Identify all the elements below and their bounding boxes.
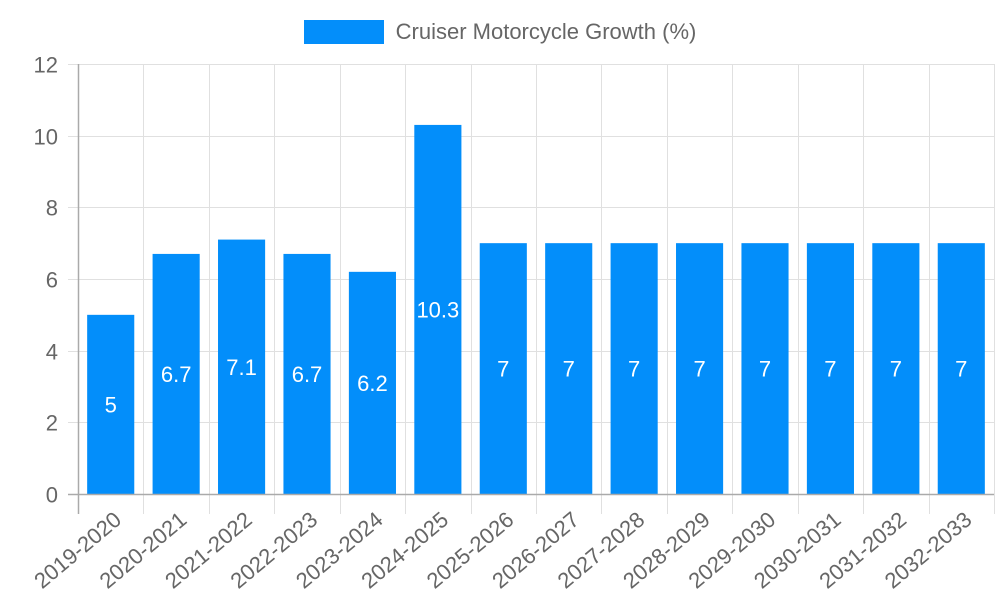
bar[interactable] xyxy=(741,243,789,494)
x-axis-ticks: 2019-20202020-20212021-20222022-20232023… xyxy=(29,507,976,594)
y-tick-label: 12 xyxy=(34,53,58,78)
y-tick-label: 6 xyxy=(46,268,58,293)
axes xyxy=(68,64,994,514)
bar[interactable] xyxy=(87,314,135,494)
bar-value-label: 7 xyxy=(955,357,967,382)
bar-value-label: 7 xyxy=(890,357,902,382)
y-tick-label: 0 xyxy=(46,483,58,508)
bar-value-label: 5 xyxy=(105,392,117,417)
chart-legend: Cruiser Motorcycle Growth (%) xyxy=(0,19,1000,45)
legend-label: Cruiser Motorcycle Growth (%) xyxy=(395,19,697,44)
bar-value-label: 7 xyxy=(563,357,575,382)
bar[interactable] xyxy=(348,271,396,494)
bar[interactable] xyxy=(545,243,593,494)
bar-value-label: 7 xyxy=(759,357,771,382)
bar-value-label: 7.1 xyxy=(226,355,257,380)
bar-value-label: 7 xyxy=(693,357,705,382)
bar[interactable] xyxy=(937,243,985,494)
bar-value-label: 7 xyxy=(628,357,640,382)
y-tick-label: 2 xyxy=(46,411,58,436)
grid-lines xyxy=(68,64,995,514)
bar-value-label: 6.7 xyxy=(161,362,192,387)
y-axis-ticks: 0 2 4 6 8 10 12 xyxy=(34,53,58,508)
bar-value-label: 7 xyxy=(497,357,509,382)
bar-value-label: 7 xyxy=(824,357,836,382)
bar[interactable] xyxy=(283,253,331,494)
bar[interactable] xyxy=(218,239,266,494)
bars xyxy=(87,124,985,495)
bar-value-label: 10.3 xyxy=(416,297,459,322)
y-tick-label: 10 xyxy=(34,125,58,150)
bar[interactable] xyxy=(610,243,658,494)
legend-swatch[interactable] xyxy=(303,20,384,44)
y-tick-label: 4 xyxy=(46,340,58,365)
bar-value-label: 6.7 xyxy=(292,362,323,387)
bar[interactable] xyxy=(676,243,724,494)
bar[interactable] xyxy=(479,243,527,494)
bar-value-labels: 5 6.7 7.1 6.7 6.2 10.3 7 7 7 7 7 7 7 7 xyxy=(105,297,968,417)
y-tick-label: 8 xyxy=(46,196,58,221)
bar[interactable] xyxy=(152,253,200,494)
bar-value-label: 6.2 xyxy=(357,371,388,396)
bar[interactable] xyxy=(414,124,462,495)
bar[interactable] xyxy=(806,243,854,494)
bar[interactable] xyxy=(872,243,920,494)
